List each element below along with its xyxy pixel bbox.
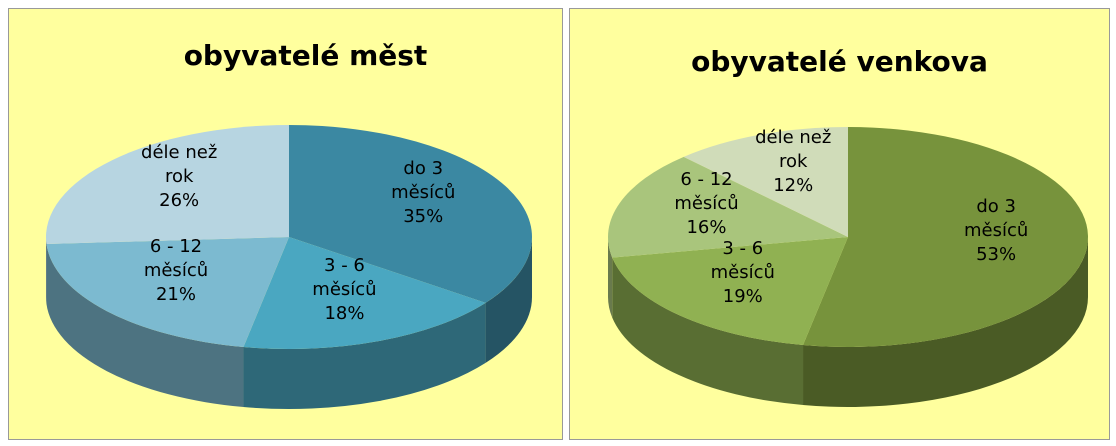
chart-title: obyvatelé měst bbox=[183, 39, 428, 72]
pie-slice bbox=[46, 237, 289, 348]
pie-side bbox=[485, 237, 532, 363]
value-label: 53% bbox=[976, 244, 1017, 266]
value-label: 12% bbox=[773, 174, 814, 196]
value-label: 21% bbox=[155, 283, 196, 305]
category-label: 3 - 6 měsíců bbox=[710, 238, 775, 284]
pie-slice bbox=[683, 127, 848, 237]
data-label: 6 - 12 měsíců 21% bbox=[130, 235, 222, 307]
pie-slice bbox=[612, 237, 848, 346]
value-label: 16% bbox=[686, 216, 727, 238]
pie-slice bbox=[243, 237, 486, 350]
category-label: déle než rok bbox=[141, 142, 218, 188]
chart-title: obyvatelé venkova bbox=[691, 45, 988, 78]
pie-side bbox=[612, 257, 804, 406]
pie-slice bbox=[45, 125, 289, 245]
category-label: do 3 měsíců bbox=[391, 158, 456, 204]
value-label: 35% bbox=[403, 206, 444, 228]
category-label: 3 - 6 měsíců bbox=[312, 254, 377, 300]
data-label: do 3 měsíců 35% bbox=[377, 157, 469, 229]
category-label: 6 - 12 měsíců bbox=[674, 168, 739, 214]
chart-panel: obyvatelé venkova do 3 měsíců 53% 3 - 6 mě… bbox=[569, 8, 1110, 440]
value-label: 26% bbox=[159, 190, 200, 212]
pie-slice bbox=[608, 156, 848, 258]
data-label: déle než rok 26% bbox=[133, 141, 225, 213]
pie-side bbox=[243, 302, 486, 409]
pie-side bbox=[608, 237, 613, 318]
value-label: 19% bbox=[722, 286, 763, 308]
data-label: 6 - 12 měsíců 16% bbox=[660, 168, 752, 240]
value-label: 18% bbox=[324, 302, 365, 324]
pie-side bbox=[46, 244, 244, 408]
data-label: 3 - 6 měsíců 19% bbox=[697, 237, 789, 309]
pie-side bbox=[803, 237, 1088, 408]
category-label: 6 - 12 měsíců bbox=[143, 235, 209, 281]
category-label: do 3 měsíců bbox=[963, 196, 1029, 242]
data-label: do 3 měsíců 53% bbox=[950, 195, 1042, 267]
data-label: 3 - 6 měsíců 18% bbox=[298, 254, 390, 326]
chart bbox=[608, 127, 1088, 408]
pie-slice bbox=[803, 127, 1088, 347]
data-label: déle než rok 12% bbox=[747, 126, 839, 198]
chart bbox=[45, 125, 532, 409]
pie-slice bbox=[289, 125, 532, 303]
chart-panel: obyvatelé měst do 3 měsíců 35% 3 - 6 měsíc… bbox=[8, 8, 563, 440]
category-label: déle než rok bbox=[755, 126, 832, 172]
